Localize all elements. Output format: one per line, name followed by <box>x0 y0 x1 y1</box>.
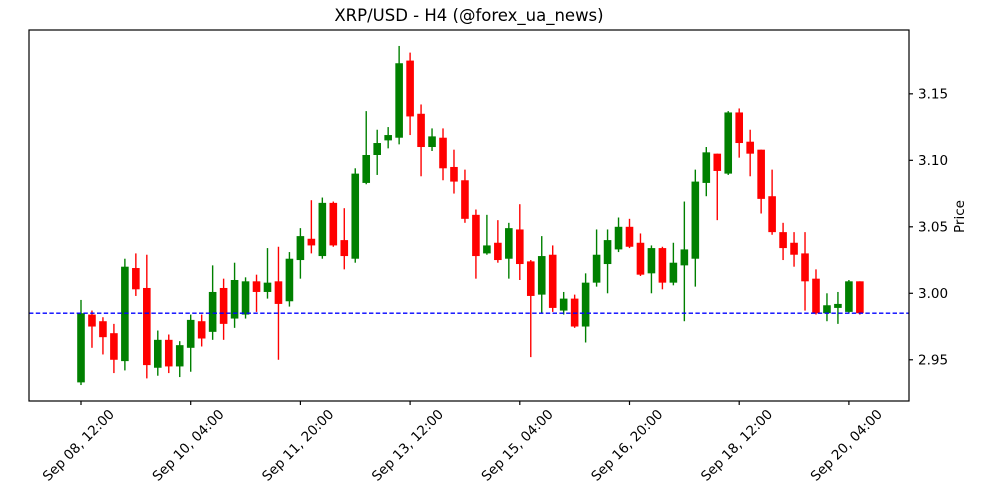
candle-body <box>735 112 743 144</box>
candle-body <box>526 261 535 296</box>
candle-body <box>428 136 436 148</box>
candle-body <box>153 339 162 368</box>
candle-body <box>252 281 261 292</box>
candle-body <box>505 228 513 259</box>
candle-body <box>351 173 360 259</box>
candle-body <box>691 181 700 259</box>
candle-body <box>614 226 623 250</box>
candle-body <box>559 298 568 311</box>
candle-body <box>801 253 809 282</box>
y-axis-label: Price <box>952 200 968 233</box>
candle-body <box>548 254 557 308</box>
candle-body <box>768 196 776 233</box>
candle-body <box>494 242 502 261</box>
candle-body <box>636 242 645 275</box>
candle-body <box>164 339 173 367</box>
candle-body <box>110 333 118 360</box>
candle-body <box>823 305 831 314</box>
candle-body <box>790 242 798 255</box>
candle-body <box>845 281 853 312</box>
candle-body <box>384 135 392 141</box>
plot-frame <box>28 29 910 402</box>
candle-body <box>230 279 239 319</box>
y-tick-label: 2.95 <box>918 353 948 369</box>
y-axis: 2.95 3.00 3.05 3.10 3.15 <box>909 87 948 369</box>
candle-body <box>779 232 787 249</box>
candle-body <box>658 248 667 283</box>
candle-body <box>307 238 316 246</box>
candle-body <box>329 202 338 246</box>
candle-body <box>285 258 294 302</box>
candle-body <box>318 202 327 257</box>
candle-body <box>395 63 403 138</box>
candle-body <box>186 319 195 348</box>
candle-body <box>373 143 381 155</box>
candle-body <box>724 112 733 174</box>
candle-body <box>680 249 689 266</box>
candle-body <box>99 321 107 338</box>
candle-body <box>581 282 590 327</box>
y-tick-label: 3.10 <box>918 153 948 169</box>
candle-body <box>175 345 184 367</box>
candle-body <box>669 262 678 283</box>
candle-body <box>834 303 842 308</box>
candle-body <box>88 314 96 327</box>
y-tick-label: 3.05 <box>918 220 948 236</box>
candle-body <box>812 278 820 314</box>
candle-body <box>77 313 85 383</box>
candle-body <box>439 137 447 169</box>
candle-body <box>746 141 754 154</box>
candle-body <box>625 226 634 247</box>
candle-body <box>219 287 228 324</box>
y-tick-label: 3.15 <box>918 87 948 103</box>
candle-body <box>340 240 349 257</box>
candle-body <box>132 268 140 290</box>
candle-body <box>274 281 283 304</box>
y-tick-label: 3.00 <box>918 286 948 302</box>
candles-layer <box>77 45 864 386</box>
candle-body <box>603 240 612 265</box>
candle-body <box>417 113 425 148</box>
candle-body <box>450 166 458 182</box>
candle-body <box>461 180 469 219</box>
candle-body <box>296 236 305 261</box>
candle-body <box>263 282 272 292</box>
candle-body <box>702 152 711 183</box>
candle-body <box>516 229 524 265</box>
candle-body <box>362 154 371 183</box>
candle-body <box>856 281 864 314</box>
candle-body <box>208 291 217 332</box>
candle-body <box>143 287 151 366</box>
candle-body <box>406 60 414 117</box>
candle-body <box>483 245 491 254</box>
candle-body <box>241 281 250 315</box>
chart-title: XRP/USD - H4 (@forex_ua_news) <box>334 6 603 26</box>
candle-body <box>757 149 765 199</box>
candle-body <box>592 254 601 283</box>
candle-body <box>472 214 480 257</box>
candle-body <box>537 256 546 295</box>
candle-body <box>197 321 206 339</box>
candle-body <box>647 248 656 274</box>
candle-body <box>713 153 722 171</box>
